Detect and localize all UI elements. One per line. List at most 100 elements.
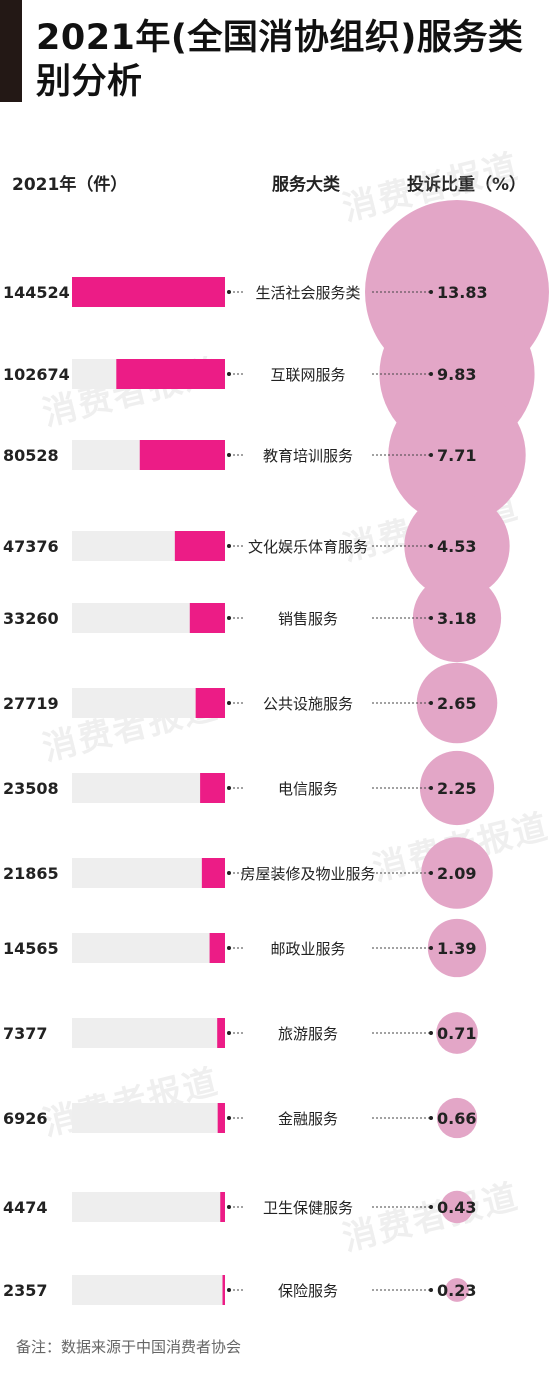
- count-bar: [116, 359, 225, 389]
- category-label: 邮政业服务: [270, 940, 345, 958]
- leader-dot: [429, 1116, 433, 1120]
- leader-dot: [227, 544, 231, 548]
- leader-dot: [227, 701, 231, 705]
- leader-dot: [227, 453, 231, 457]
- ratio-label: 7.71: [437, 446, 476, 465]
- count-column-header: 2021年（件）: [12, 175, 128, 195]
- leader-dot: [429, 701, 433, 705]
- count-label: 33260: [3, 609, 59, 628]
- category-label: 生活社会服务类: [255, 284, 360, 302]
- page-title: 2021年(全国消协组织)服务类别分析: [36, 18, 524, 102]
- count-bar: [220, 1192, 225, 1222]
- count-label: 21865: [3, 864, 59, 883]
- ratio-label: 0.71: [437, 1024, 476, 1043]
- bar-track: [72, 1192, 225, 1222]
- category-label: 金融服务: [278, 1110, 338, 1128]
- count-label: 47376: [3, 537, 59, 556]
- ratio-label: 2.65: [437, 694, 476, 713]
- leader-dot: [227, 946, 231, 950]
- category-label: 公共设施服务: [263, 695, 353, 713]
- count-bar: [174, 531, 225, 561]
- category-label: 教育培训服务: [263, 447, 353, 465]
- leader-dot: [429, 1031, 433, 1035]
- leader-dot: [429, 1288, 433, 1292]
- ratio-bubble: [436, 1012, 478, 1054]
- ratio-bubble: [419, 750, 495, 826]
- title-accent-bar: [0, 0, 22, 102]
- ratio-label: 9.83: [437, 365, 476, 384]
- ratio-bubble: [427, 918, 487, 978]
- count-bars: [72, 277, 225, 1305]
- bar-track: [72, 858, 225, 888]
- count-label: 27719: [3, 694, 59, 713]
- leader-dot: [429, 786, 433, 790]
- ratio-label: 13.83: [437, 283, 488, 302]
- count-bar: [72, 277, 225, 307]
- category-label: 互联网服务: [270, 366, 345, 384]
- leader-dot: [227, 1031, 231, 1035]
- bar-track: [72, 1103, 225, 1133]
- leader-dot: [227, 616, 231, 620]
- category-label: 销售服务: [278, 610, 338, 628]
- ratio-bubble: [388, 386, 526, 524]
- count-label: 102674: [3, 365, 70, 384]
- leader-dot: [429, 544, 433, 548]
- leader-dot: [227, 372, 231, 376]
- ratio-column-header: 投诉比重（%）: [407, 175, 527, 195]
- ratio-label: 0.43: [437, 1198, 476, 1217]
- ratio-bubbles: [365, 200, 549, 1302]
- category-label: 房屋装修及物业服务: [240, 865, 375, 883]
- category-column-header: 服务大类: [272, 175, 340, 195]
- ratio-label: 3.18: [437, 609, 476, 628]
- leader-dot: [429, 372, 433, 376]
- category-label: 保险服务: [278, 1282, 338, 1300]
- ratio-bubble: [416, 662, 498, 744]
- leader-dot: [429, 946, 433, 950]
- leader-dot: [227, 871, 231, 875]
- ratio-bubble: [421, 837, 493, 909]
- count-bar: [200, 773, 225, 803]
- ratio-bubble: [440, 1190, 474, 1224]
- source-note: 备注：数据来源于中国消费者协会: [16, 1338, 242, 1356]
- count-label: 4474: [3, 1198, 48, 1217]
- category-label: 文化娱乐体育服务: [248, 538, 368, 556]
- leader-dot: [429, 616, 433, 620]
- ratio-bubble: [412, 573, 502, 663]
- leader-dot: [227, 1288, 231, 1292]
- bar-track: [72, 1018, 225, 1048]
- count-label: 144524: [3, 283, 70, 302]
- count-bar: [222, 1275, 225, 1305]
- ratio-label: 2.25: [437, 779, 476, 798]
- leader-dot: [227, 1116, 231, 1120]
- count-bar: [201, 858, 225, 888]
- leader-dot: [429, 453, 433, 457]
- count-label: 80528: [3, 446, 59, 465]
- category-label: 卫生保健服务: [263, 1199, 353, 1217]
- ratio-label: 4.53: [437, 537, 476, 556]
- ratio-label: 0.23: [437, 1281, 476, 1300]
- count-bar: [189, 603, 225, 633]
- leader-dot: [429, 871, 433, 875]
- leader-dot: [429, 290, 433, 294]
- category-label: 电信服务: [278, 780, 338, 798]
- count-bar: [209, 933, 225, 963]
- count-bar: [217, 1018, 225, 1048]
- count-label: 6926: [3, 1109, 48, 1128]
- count-bar: [217, 1103, 225, 1133]
- count-bar: [195, 688, 225, 718]
- leader-dot: [429, 1205, 433, 1209]
- ratio-label: 1.39: [437, 939, 476, 958]
- bar-track: [72, 773, 225, 803]
- labels: 144524 生活社会服务类 13.83 102674 互联网服务 9.83 80528 教育…: [3, 283, 488, 1300]
- count-label: 2357: [3, 1281, 48, 1300]
- ratio-label: 2.09: [437, 864, 476, 883]
- count-label: 23508: [3, 779, 59, 798]
- leader-dot: [227, 1205, 231, 1209]
- ratio-bubble: [404, 493, 510, 599]
- ratio-bubble: [436, 1097, 478, 1139]
- ratio-label: 0.66: [437, 1109, 476, 1128]
- count-label: 14565: [3, 939, 59, 958]
- leader-dot: [227, 786, 231, 790]
- bar-track: [72, 1275, 225, 1305]
